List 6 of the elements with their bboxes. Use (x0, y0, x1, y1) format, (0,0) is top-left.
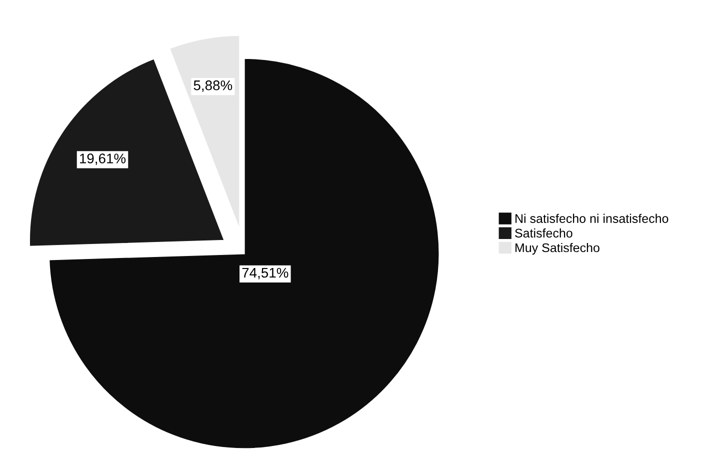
data-label: 74,51% (242, 268, 288, 280)
legend-label: Muy Satisfecho (516, 242, 600, 255)
data-label: 5,88% (194, 80, 232, 92)
legend-label: Ni satisfecho ni insatisfecho (516, 214, 668, 223)
data-label: 19,61% (80, 154, 126, 166)
legend-label: Satisfecho (515, 228, 572, 238)
